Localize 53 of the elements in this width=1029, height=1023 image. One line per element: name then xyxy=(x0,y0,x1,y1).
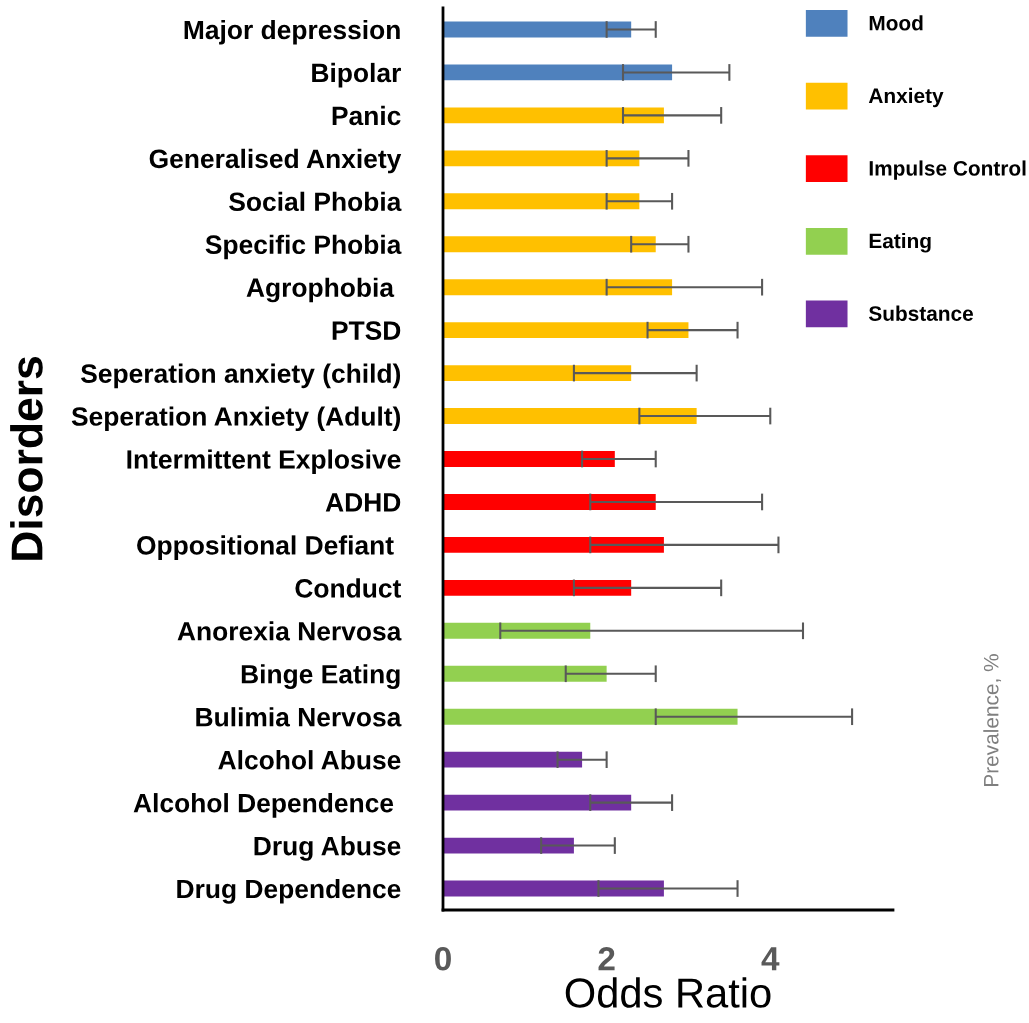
bar xyxy=(443,236,656,253)
bar xyxy=(443,880,664,897)
text: Prevalence, % xyxy=(983,654,1002,786)
bar xyxy=(443,322,689,339)
bar xyxy=(443,837,574,854)
bar xyxy=(443,665,607,682)
legend-label: Anxiety xyxy=(868,87,944,108)
bar xyxy=(443,579,632,596)
bar xyxy=(443,21,632,38)
bar xyxy=(443,536,664,553)
legend-label: Substance xyxy=(868,305,973,321)
bar xyxy=(443,794,632,811)
bar xyxy=(443,64,673,81)
legend-label: Mood xyxy=(869,15,923,31)
y-tick-label: Alcohol Dependence xyxy=(133,793,394,818)
y-tick-label: PTSD xyxy=(332,321,401,340)
y-tick-label: Major depression xyxy=(184,19,400,45)
y-tick-label: Seperation Anxiety (Adult) xyxy=(71,406,401,432)
legend-label: Impulse Control xyxy=(869,160,1026,180)
y-tick-label: Intermittent Explosive xyxy=(127,449,401,475)
bar xyxy=(443,408,697,424)
bar xyxy=(443,279,673,296)
bar xyxy=(443,494,656,510)
legend-label: Eating xyxy=(869,233,931,253)
y-tick-label: Panic xyxy=(332,105,401,126)
bar xyxy=(443,193,640,210)
y-tick-label: Conduct xyxy=(295,578,402,598)
y-tick-label: Anorexia Nervosa xyxy=(177,621,402,641)
y-axis-title: Disorders xyxy=(10,357,43,560)
y-tick-label: Social Phobia xyxy=(229,191,402,212)
x-axis-title: Odds Ratio xyxy=(565,977,771,1008)
x-tick-label: 4 xyxy=(761,947,780,971)
bar xyxy=(443,622,591,639)
bar xyxy=(443,365,632,382)
bar xyxy=(443,107,664,124)
y-tick-label: Drug Abuse xyxy=(254,836,401,861)
x-tick-label: 2 xyxy=(598,946,615,971)
y-tick-label: ADHD xyxy=(325,493,401,512)
y-tick-label: Generalised Anxiety xyxy=(149,148,402,174)
x-tick-label: 0 xyxy=(435,946,451,971)
y-tick-label: Drug Dependence xyxy=(177,878,401,904)
bar xyxy=(443,708,738,725)
y-tick-label: Alcohol Abuse xyxy=(218,750,401,770)
bar xyxy=(443,150,640,167)
y-tick-label: Bulimia Nervosa xyxy=(196,707,402,727)
y-tick-label: Seperation anxiety (child) xyxy=(80,363,401,389)
bar xyxy=(443,751,583,768)
y-tick-label: Specific Phobia xyxy=(205,234,402,260)
bar xyxy=(443,451,615,467)
y-tick-label: Binge Eating xyxy=(241,664,400,689)
y-tick-label: Oppositional Defiant xyxy=(137,535,394,560)
y-tick-label: Bipolar xyxy=(312,62,401,88)
y-tick-label: Agrophobia xyxy=(246,277,395,303)
